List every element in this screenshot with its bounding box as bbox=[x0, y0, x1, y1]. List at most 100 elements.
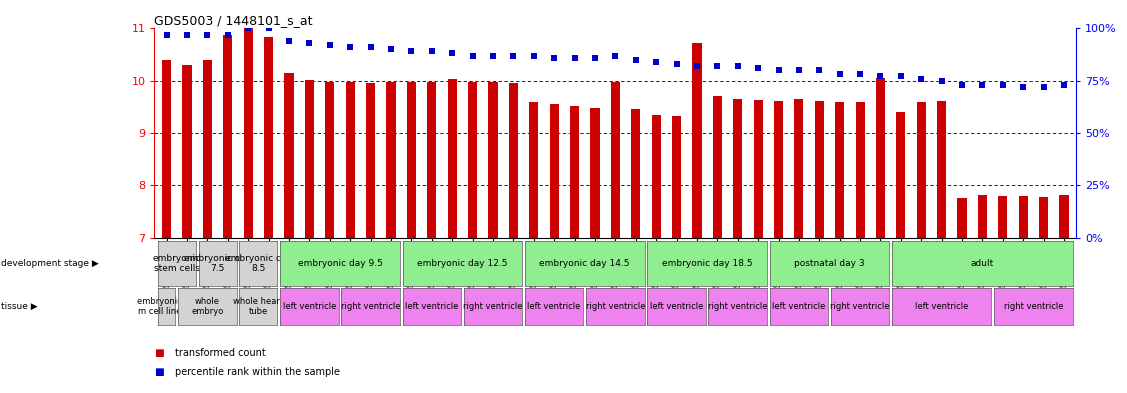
Point bbox=[749, 65, 767, 71]
Point bbox=[382, 46, 400, 52]
Point bbox=[953, 82, 971, 88]
Text: left ventricle: left ventricle bbox=[405, 302, 459, 311]
Text: embryonic day 18.5: embryonic day 18.5 bbox=[662, 259, 753, 268]
Point bbox=[810, 67, 828, 73]
Point bbox=[974, 82, 992, 88]
Point bbox=[586, 55, 604, 61]
Point bbox=[198, 31, 216, 38]
Bar bbox=[1019, 196, 1028, 393]
Point bbox=[341, 44, 360, 50]
Bar bbox=[672, 116, 681, 393]
Bar bbox=[937, 101, 947, 393]
Text: whole heart
tube: whole heart tube bbox=[233, 298, 284, 316]
Text: adult: adult bbox=[970, 259, 994, 268]
Text: left ventricle: left ventricle bbox=[915, 302, 968, 311]
Bar bbox=[468, 82, 477, 393]
Point bbox=[423, 48, 441, 55]
Bar bbox=[183, 65, 192, 393]
Bar bbox=[896, 112, 905, 393]
Text: GDS5003 / 1448101_s_at: GDS5003 / 1448101_s_at bbox=[154, 14, 313, 27]
Text: embryonic day
7.5: embryonic day 7.5 bbox=[184, 254, 251, 273]
Text: right ventricle: right ventricle bbox=[586, 302, 645, 311]
Point bbox=[301, 40, 319, 46]
Text: transformed count: transformed count bbox=[175, 348, 266, 358]
Text: development stage ▶: development stage ▶ bbox=[1, 259, 99, 268]
Bar bbox=[387, 82, 396, 393]
Text: right ventricle: right ventricle bbox=[708, 302, 767, 311]
Point bbox=[708, 63, 726, 69]
Point bbox=[483, 52, 502, 59]
Point bbox=[1035, 84, 1053, 90]
Bar bbox=[651, 115, 660, 393]
Point bbox=[912, 75, 930, 82]
Point bbox=[627, 57, 645, 63]
Text: embryonic ste
m cell line R1: embryonic ste m cell line R1 bbox=[136, 298, 197, 316]
Bar bbox=[326, 82, 335, 393]
Point bbox=[463, 52, 481, 59]
Bar bbox=[855, 102, 864, 393]
Point bbox=[891, 73, 909, 80]
Point bbox=[933, 77, 951, 84]
Bar bbox=[754, 100, 763, 393]
Text: postnatal day 3: postnatal day 3 bbox=[795, 259, 864, 268]
Point bbox=[566, 55, 584, 61]
Bar bbox=[1059, 195, 1068, 393]
Bar bbox=[835, 102, 844, 393]
Point bbox=[505, 52, 523, 59]
Bar bbox=[284, 73, 294, 393]
Bar bbox=[876, 77, 885, 393]
Point bbox=[994, 82, 1012, 88]
Text: right ventricle: right ventricle bbox=[340, 302, 400, 311]
Point bbox=[321, 42, 339, 48]
Bar bbox=[958, 198, 967, 393]
Bar bbox=[999, 196, 1008, 393]
Point bbox=[545, 55, 564, 61]
Bar bbox=[1039, 197, 1048, 393]
Point bbox=[729, 63, 747, 69]
Bar bbox=[346, 82, 355, 393]
Text: embryonic day 12.5: embryonic day 12.5 bbox=[417, 259, 507, 268]
Text: embryonic day
8.5: embryonic day 8.5 bbox=[224, 254, 292, 273]
Point bbox=[239, 25, 257, 31]
Point bbox=[178, 31, 196, 38]
Point bbox=[871, 73, 889, 80]
Point bbox=[279, 38, 298, 44]
Text: ■: ■ bbox=[154, 367, 165, 378]
Point bbox=[362, 44, 380, 50]
Point bbox=[851, 71, 869, 77]
Bar bbox=[162, 60, 171, 393]
Text: left ventricle: left ventricle bbox=[527, 302, 580, 311]
Bar bbox=[203, 60, 212, 393]
Bar bbox=[407, 82, 416, 393]
Bar bbox=[243, 26, 252, 393]
Bar bbox=[447, 79, 456, 393]
Bar bbox=[631, 110, 640, 393]
Text: left ventricle: left ventricle bbox=[283, 302, 336, 311]
Point bbox=[647, 59, 665, 65]
Bar bbox=[611, 82, 620, 393]
Bar bbox=[795, 99, 804, 393]
Bar bbox=[264, 37, 273, 393]
Bar bbox=[366, 83, 375, 393]
Point bbox=[219, 31, 237, 38]
Text: embryonic day 14.5: embryonic day 14.5 bbox=[540, 259, 630, 268]
Bar bbox=[570, 106, 579, 393]
Text: percentile rank within the sample: percentile rank within the sample bbox=[175, 367, 339, 378]
Text: whole
embryo: whole embryo bbox=[192, 298, 223, 316]
Text: tissue ▶: tissue ▶ bbox=[1, 302, 37, 311]
Point bbox=[790, 67, 808, 73]
Bar bbox=[223, 35, 232, 393]
Point bbox=[667, 61, 685, 67]
Text: right ventricle: right ventricle bbox=[1004, 302, 1063, 311]
Text: left ventricle: left ventricle bbox=[772, 302, 826, 311]
Point bbox=[525, 52, 543, 59]
Bar bbox=[692, 43, 701, 393]
Bar bbox=[508, 83, 518, 393]
Bar bbox=[916, 102, 926, 393]
Bar bbox=[304, 80, 314, 393]
Point bbox=[831, 71, 849, 77]
Bar bbox=[734, 99, 743, 393]
Point bbox=[1055, 82, 1073, 88]
Bar bbox=[815, 101, 824, 393]
Point bbox=[259, 25, 277, 31]
